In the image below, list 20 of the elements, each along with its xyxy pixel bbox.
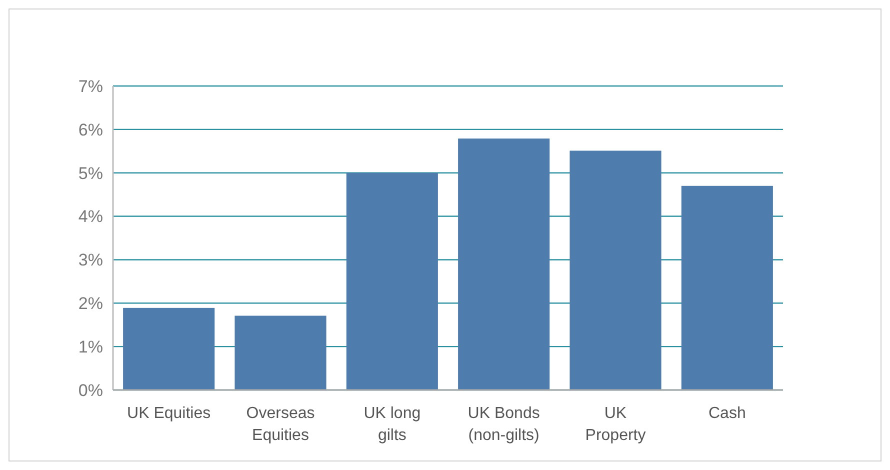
bar [234,316,326,390]
x-tick-label: UK Property [585,405,646,444]
x-tick-label: UK Equities [127,405,211,422]
y-tick-label: 0% [78,380,103,400]
y-tick-label: 2% [78,294,103,314]
bar [346,172,438,390]
bar [570,150,662,390]
y-tick-label: 7% [78,76,103,96]
x-tick-label: Cash [708,405,746,422]
bar [681,186,773,390]
x-tick-label: UK Bonds (non-gilts) [468,405,540,444]
y-tick-label: 4% [78,207,103,226]
y-tick-label: 5% [78,164,103,183]
y-tick-label: 3% [78,250,103,270]
bar [123,308,215,390]
x-tick-label: UK long gilts [364,405,421,444]
bar [458,138,550,390]
y-tick-label: 1% [78,338,103,357]
y-tick-label: 6% [78,120,103,140]
x-tick-label: Overseas Equities [246,405,315,444]
